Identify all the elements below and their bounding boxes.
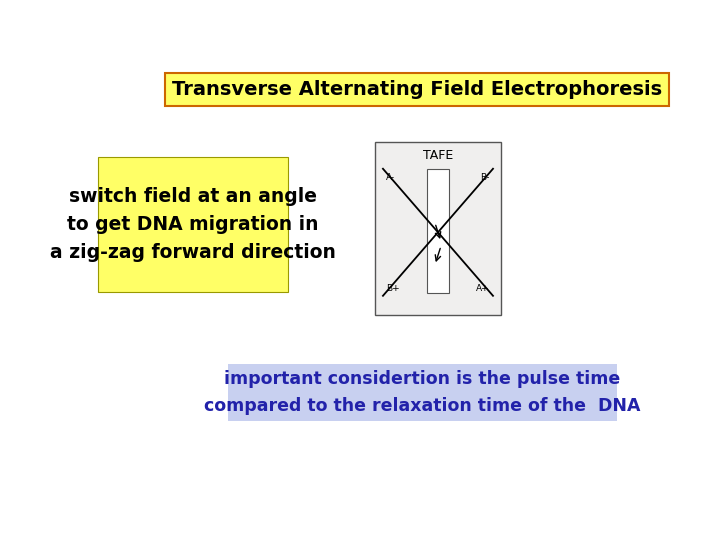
Text: important considertion is the pulse time
compared to the relaxation time of the : important considertion is the pulse time… bbox=[204, 370, 641, 415]
Bar bbox=[427, 168, 449, 294]
Text: TAFE: TAFE bbox=[423, 149, 453, 162]
Text: A+: A+ bbox=[476, 285, 490, 294]
Text: switch field at an angle
to get DNA migration in
a zig-zag forward direction: switch field at an angle to get DNA migr… bbox=[50, 187, 336, 262]
Bar bbox=[98, 157, 287, 292]
Bar bbox=[228, 363, 617, 421]
Text: A-: A- bbox=[386, 173, 395, 181]
Bar bbox=[375, 142, 500, 315]
Text: Transverse Alternating Field Electrophoresis: Transverse Alternating Field Electrophor… bbox=[172, 80, 662, 99]
Text: B+: B+ bbox=[386, 285, 400, 294]
Text: B-: B- bbox=[480, 173, 490, 181]
